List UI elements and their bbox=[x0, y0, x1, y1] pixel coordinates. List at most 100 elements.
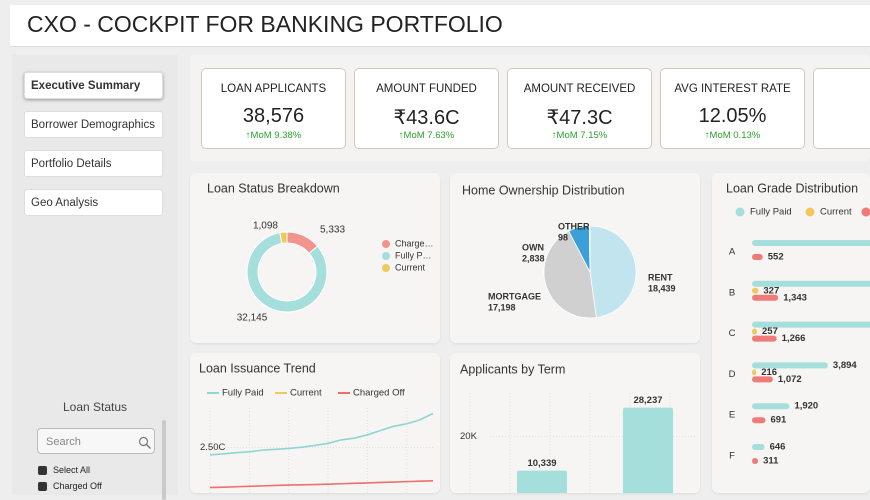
y-tick-label: A bbox=[729, 247, 736, 258]
filter-option[interactable]: Select All bbox=[38, 465, 90, 475]
legend-label: Current bbox=[290, 388, 322, 399]
bar bbox=[752, 240, 870, 246]
data-label: 646 bbox=[770, 442, 786, 453]
legend-marker bbox=[862, 208, 870, 217]
bar bbox=[752, 254, 763, 260]
header: CXO - COCKPIT FOR BANKING PORTFOLIO bbox=[10, 5, 870, 47]
nav-button[interactable]: Portfolio Details bbox=[24, 150, 163, 177]
loan-status-panel: Loan Status Breakdown 5,333 Charge… 32,145 F… bbox=[190, 173, 440, 343]
y-tick-label: B bbox=[729, 287, 735, 298]
nav-button[interactable]: Borrower Demographics bbox=[24, 111, 163, 138]
data-label: 17,198 bbox=[488, 302, 516, 312]
bar bbox=[752, 376, 773, 382]
data-label: 311 bbox=[763, 456, 779, 467]
filter-title: Loan Status bbox=[12, 400, 178, 414]
data-label: 691 bbox=[770, 415, 787, 426]
chart-title: Loan Grade Distribution bbox=[726, 181, 858, 195]
slice-name: MORTGAGE bbox=[488, 291, 541, 301]
bar bbox=[623, 408, 673, 493]
data-label: 257 bbox=[762, 326, 778, 337]
kpi-change: ↑MoM 7.63% bbox=[355, 130, 498, 141]
kpi-change: ↑MoM 0.13% bbox=[661, 130, 804, 141]
bar bbox=[752, 458, 758, 464]
legend-label: Fully Paid bbox=[222, 388, 264, 399]
kpi-card: A 13 ↓M bbox=[813, 68, 870, 149]
y-tick-label: 2.50C bbox=[200, 442, 225, 453]
chart: Loan Status Breakdown 5,333 Charge… 32,145 F… bbox=[190, 173, 440, 343]
bar bbox=[752, 444, 765, 450]
kpi-card: AMOUNT RECEIVED₹47.3C↑MoM 7.15% bbox=[507, 68, 652, 149]
chart-title: Loan Issuance Trend bbox=[199, 361, 316, 375]
bar bbox=[752, 288, 758, 294]
data-label: 32,145 bbox=[237, 313, 268, 324]
data-label: 1,098 bbox=[253, 221, 278, 232]
search-box[interactable]: Search bbox=[37, 428, 155, 454]
chart: Home Ownership DistributionRENT18,439MOR… bbox=[450, 173, 700, 343]
search-placeholder: Search bbox=[46, 436, 81, 448]
data-label: 3,894 bbox=[833, 360, 857, 371]
kpi-label: A bbox=[814, 83, 870, 95]
kpi-label: LOAN APPLICANTS bbox=[202, 83, 345, 95]
kpi-value: 13 bbox=[814, 105, 870, 128]
legend-label: Current bbox=[395, 262, 426, 272]
nav-button[interactable]: Executive Summary bbox=[24, 72, 163, 99]
data-label: 552 bbox=[768, 252, 784, 263]
filter-option[interactable]: Charged Off bbox=[38, 481, 102, 491]
y-tick-label: C bbox=[729, 328, 736, 339]
y-tick-label: D bbox=[729, 369, 736, 380]
kpi-value: 38,576 bbox=[202, 105, 345, 128]
loan-issuance-panel: Loan Issuance Trend 2.50C Fully Paid Curren… bbox=[190, 353, 440, 493]
nav-button[interactable]: Geo Analysis bbox=[24, 189, 163, 216]
y-tick-label: 20K bbox=[460, 431, 478, 442]
legend-marker bbox=[806, 208, 815, 217]
legend-marker bbox=[736, 208, 745, 217]
checkbox bbox=[38, 482, 47, 491]
data-label: 327 bbox=[763, 285, 779, 296]
data-label: 1,072 bbox=[778, 374, 802, 385]
data-label: 1,266 bbox=[782, 333, 806, 344]
legend-label: Charge… bbox=[395, 238, 434, 248]
dashboard: CXO - COCKPIT FOR BANKING PORTFOLIO Exec… bbox=[0, 0, 870, 488]
data-label: 2,838 bbox=[522, 253, 545, 263]
data-label: 1,343 bbox=[783, 292, 807, 303]
line-series bbox=[210, 414, 433, 455]
sidebar: Executive Summary Borrower Demographics Po… bbox=[12, 55, 178, 495]
slice-name: OTHER bbox=[558, 221, 590, 231]
search-icon bbox=[138, 436, 152, 450]
data-label: 216 bbox=[761, 367, 777, 378]
bar bbox=[517, 471, 567, 493]
bar bbox=[752, 417, 765, 423]
checkbox bbox=[38, 466, 47, 475]
kpi-label: AVG INTEREST RATE bbox=[661, 83, 804, 95]
chart-title: Loan Status Breakdown bbox=[207, 181, 340, 195]
pie-slice bbox=[590, 226, 636, 318]
data-label: 1,920 bbox=[794, 401, 818, 412]
data-label: 18,439 bbox=[648, 283, 676, 293]
kpi-change: ↓M bbox=[814, 130, 870, 141]
legend-label: Charged Off bbox=[353, 388, 405, 399]
y-tick-label: F bbox=[729, 451, 735, 462]
data-label: 10,339 bbox=[527, 458, 556, 469]
slice-name: OWN bbox=[522, 242, 544, 252]
bar bbox=[752, 295, 778, 301]
legend-marker bbox=[382, 264, 390, 272]
slice-name: RENT bbox=[648, 272, 673, 282]
chart: Loan Issuance Trend 2.50C Fully Paid Curren… bbox=[190, 353, 440, 493]
bar bbox=[752, 336, 777, 342]
kpi-value: ₹47.3C bbox=[508, 105, 651, 130]
data-label: 5,333 bbox=[320, 225, 345, 236]
legend-label: Fully P… bbox=[395, 250, 432, 260]
page-title: CXO - COCKPIT FOR BANKING PORTFOLIO bbox=[27, 11, 503, 38]
kpi-value: ₹43.6C bbox=[355, 105, 498, 130]
option-label: Charged Off bbox=[53, 481, 102, 491]
legend-marker bbox=[382, 240, 390, 248]
data-label: 28,237 bbox=[633, 395, 662, 406]
legend-marker bbox=[382, 252, 390, 260]
kpi-change: ↑MoM 7.15% bbox=[508, 130, 651, 141]
